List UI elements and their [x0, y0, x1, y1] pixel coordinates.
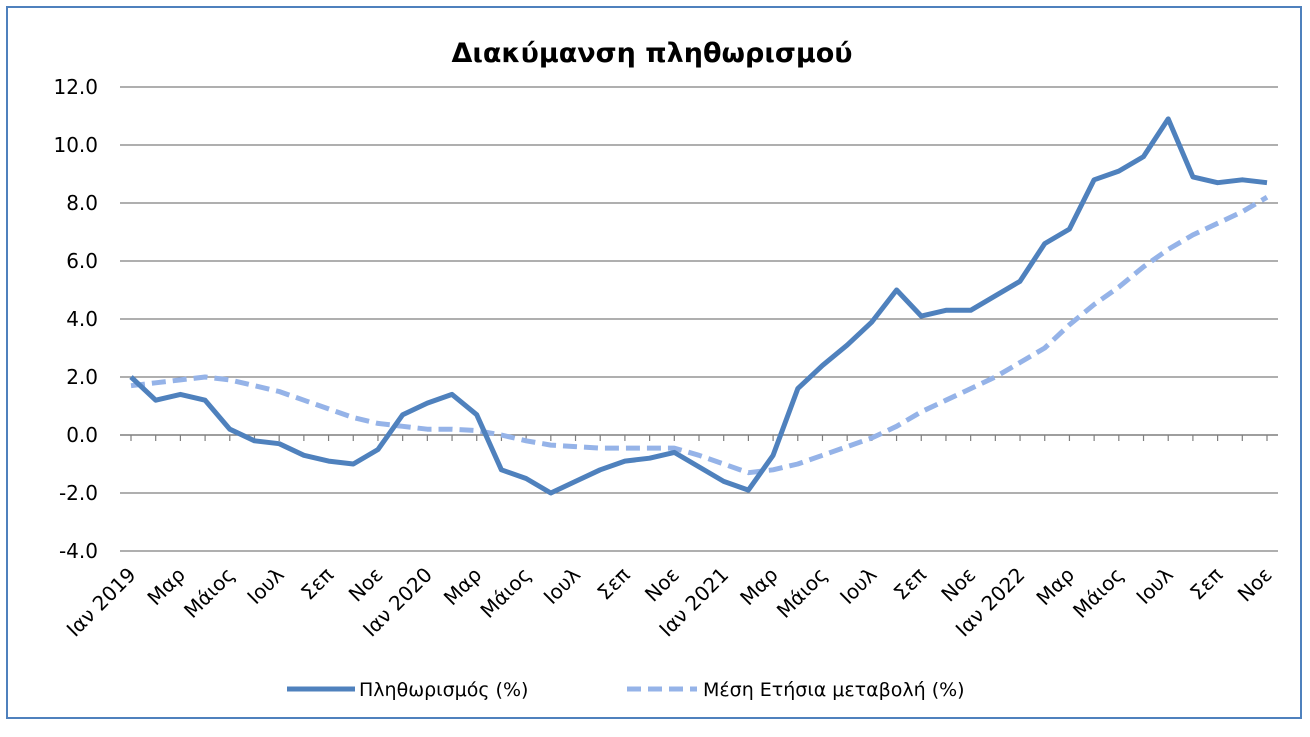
y-tick-label: 6.0	[66, 249, 98, 273]
series-line-inflation	[129, 116, 1268, 496]
x-tick-label: Νοε	[1233, 563, 1277, 607]
x-tick-label: Ιουλ	[539, 562, 585, 608]
gridlines	[120, 86, 1278, 552]
x-tick-label: Νοε	[640, 563, 684, 607]
legend-label-inflation: Πληθωρισμός (%)	[359, 679, 528, 701]
x-tick-label: Ιαν 2019	[62, 563, 141, 642]
y-tick-label: 8.0	[66, 191, 98, 215]
legend: Πληθωρισμός (%) Μέση Ετήσια μεταβολή (%)	[287, 679, 965, 701]
x-tick-label: Ιουλ	[835, 562, 881, 608]
y-axis: 12.0 10.0 8.0 6.0 4.0 2.0 0.0 -2.0 -4.0	[53, 75, 98, 563]
y-tick-label: -2.0	[59, 481, 98, 505]
x-tick-label: Σεπ	[296, 563, 338, 605]
x-tick-label: Μάιος	[1068, 563, 1128, 623]
x-tick-label: Ιουλ	[242, 562, 288, 608]
chart-frame	[6, 6, 1302, 719]
y-tick-label: 4.0	[66, 307, 98, 331]
x-tick-label: Σεπ	[592, 563, 634, 605]
x-tick-label: Μάιος	[179, 563, 239, 623]
chart-title: Διακύμανση πληθωρισμού	[451, 38, 852, 69]
x-tick-label: Ιουλ	[1131, 562, 1177, 608]
legend-label-average: Μέση Ετήσια μεταβολή (%)	[703, 679, 965, 701]
series-line-annual-average	[130, 195, 1269, 476]
y-tick-label: 0.0	[66, 423, 98, 447]
x-tick-label: Σεπ	[889, 563, 931, 605]
x-tick-label: Μάιος	[475, 563, 535, 623]
series-layer	[129, 116, 1269, 496]
x-tick-label: Νοε	[936, 563, 980, 607]
y-tick-label: -4.0	[59, 539, 98, 563]
x-tick-label: Μάιος	[772, 563, 832, 623]
y-tick-label: 12.0	[53, 75, 98, 99]
y-tick-label: 10.0	[53, 133, 98, 157]
x-tick-label: Νοε	[344, 563, 388, 607]
x-tick-label: Σεπ	[1185, 563, 1227, 605]
y-tick-label: 2.0	[66, 365, 98, 389]
